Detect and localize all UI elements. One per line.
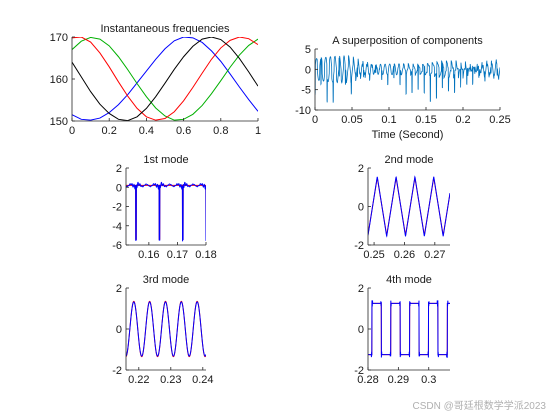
chart-title-p5: 3rd mode [143,274,189,286]
x-tick-label-p6: 0.29 [388,374,409,386]
chart-p6: 0.28 0.29 0.3 -2 0 2 4th mode [354,274,450,386]
chart-title-p3: 1st mode [143,154,188,166]
series-line-p1-3 [72,37,258,121]
y-tick-label-p1: 160 [50,74,68,86]
x-tick-label-p2: 0.05 [341,114,362,126]
series-line-p3-1 [126,181,206,242]
x-tick-label-p3: 0.17 [167,249,188,261]
y-tick-label-p2: -10 [295,105,311,117]
x-tick-label-p5: 0.22 [128,374,149,386]
x-tick-label-p1: 0.2 [102,125,117,137]
y-tick-label-p1: 170 [50,32,68,44]
y-tick-label-p6: -2 [354,365,364,377]
series-line-p1-0 [72,37,258,121]
x-tick-label-p1: 1 [255,125,261,137]
x-tick-label-p1: 0.6 [176,125,191,137]
y-tick-label-p3: -6 [112,240,122,252]
chart-title-p1: Instantaneous frequencies [100,23,230,35]
x-tick-label-p6: 0.3 [421,374,436,386]
y-tick-label-p5: 0 [116,324,122,336]
y-tick-label-p5: -2 [112,365,122,377]
series-line-p2-0 [315,54,500,103]
y-tick-label-p5: 2 [116,283,122,295]
x-tick-label-p3: 0.18 [195,249,216,261]
chart-p2: 0 0.05 0.1 0.15 0.2 0.25 -10 -5 0 5 A superpositio… [295,35,511,141]
series-line-p3-0 [126,184,206,240]
chart-title-p4: 2nd mode [385,154,434,166]
series-line-p5-1 [126,301,206,357]
x-tick-label-p2: 0.1 [381,114,396,126]
x-axis-label-p2: Time (Second) [372,129,444,141]
y-tick-label-p3: 0 [116,182,122,194]
watermark: CSDN @哥廷根数学学派2023 [412,401,546,412]
series-line-p1-2 [72,37,258,121]
series-line-p6-1 [368,300,450,358]
x-tick-label-p5: 0.24 [192,374,213,386]
chart-p4: 0.25 0.26 0.27 -2 0 2 2nd mode [354,154,450,261]
y-tick-label-p3: 2 [116,163,122,175]
y-tick-label-p6: 0 [358,324,364,336]
y-tick-label-p1: 150 [50,116,68,128]
y-tick-label-p3: -2 [112,202,122,214]
y-tick-label-p4: 0 [358,202,364,214]
x-tick-label-p1: 0.4 [139,125,154,137]
y-tick-label-p6: 2 [358,283,364,295]
chart-p3: 0.16 0.17 0.18 -6 -4 -2 0 2 1st mode [112,154,216,261]
chart-title-p2: A superposition of components [332,35,483,47]
y-tick-label-p4: 2 [358,163,364,175]
chart-p1: 0 0.2 0.4 0.6 0.8 1 150 160 170 Instantaneous fre… [50,23,261,137]
x-tick-label-p4: 0.25 [363,249,384,261]
y-tick-label-p3: -4 [112,221,122,233]
y-tick-label-p4: -2 [354,240,364,252]
chart-p5: 0.22 0.23 0.24 -2 0 2 3rd mode [112,274,213,386]
y-tick-label-p2: 0 [305,64,311,76]
series-line-p1-1 [72,37,258,121]
x-tick-label-p2: 0.15 [415,114,436,126]
series-line-p4-1 [368,175,450,238]
x-tick-label-p1: 0 [69,125,75,137]
y-tick-label-p2: 5 [305,44,311,56]
x-tick-label-p5: 0.23 [160,374,181,386]
series-line-p4-0 [368,176,450,237]
x-tick-label-p6: 0.28 [357,374,378,386]
x-tick-label-p2: 0.2 [455,114,470,126]
x-tick-label-p2: 0 [312,114,318,126]
chart-title-p6: 4th mode [386,274,432,286]
x-tick-label-p2: 0.25 [489,114,510,126]
x-tick-label-p1: 0.8 [213,125,228,137]
x-tick-label-p3: 0.16 [138,249,159,261]
x-tick-label-p4: 0.27 [424,249,445,261]
x-tick-label-p4: 0.26 [394,249,415,261]
y-tick-label-p2: -5 [301,85,311,97]
